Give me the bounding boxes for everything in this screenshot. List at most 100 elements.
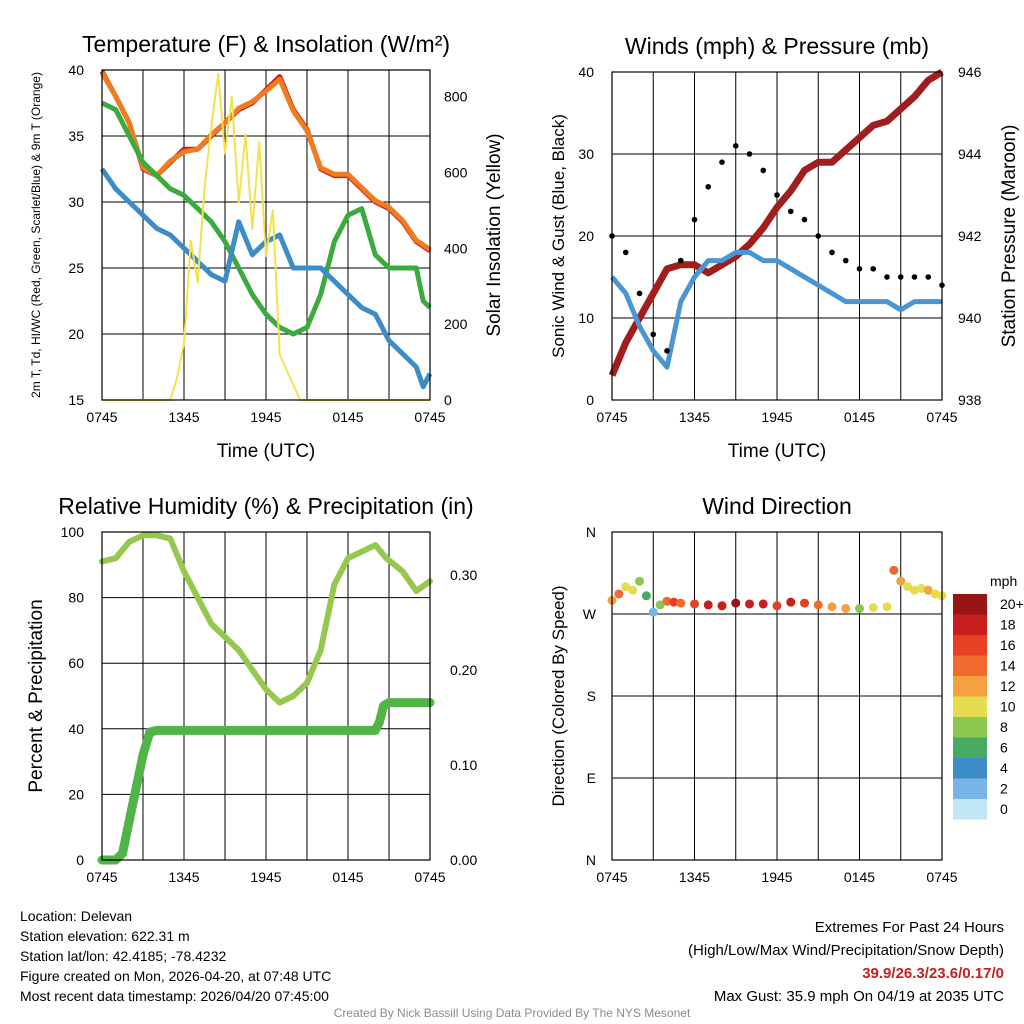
humidity-title: Relative Humidity (%) & Precipitation (i… bbox=[58, 493, 473, 519]
winds-xtick-label: 0145 bbox=[844, 409, 875, 425]
direction-point bbox=[896, 576, 906, 586]
temperature-series-line bbox=[100, 100, 432, 337]
temperature-xlabel: Time (UTC) bbox=[217, 441, 316, 462]
winds-y2tick-label: 940 bbox=[958, 310, 982, 326]
winds-title: Winds (mph) & Pressure (mb) bbox=[625, 33, 929, 59]
legend-title: mph bbox=[990, 573, 1017, 589]
direction-ytick-label: N bbox=[586, 852, 596, 868]
legend-label: 20+ bbox=[1000, 596, 1024, 612]
winds-gust-point bbox=[829, 249, 835, 256]
direction-point bbox=[628, 585, 638, 595]
direction-point bbox=[772, 601, 782, 611]
direction-point bbox=[690, 599, 699, 609]
direction-point bbox=[703, 600, 713, 610]
winds-gust-point bbox=[691, 216, 698, 223]
legend-swatch bbox=[953, 717, 987, 738]
temperature-y2label: Solar Insolation (Yellow) bbox=[484, 133, 505, 336]
direction-point bbox=[841, 604, 851, 614]
winds-xtick-label: 0745 bbox=[926, 409, 957, 425]
humidity-xtick-label: 0745 bbox=[86, 869, 117, 885]
winds-series-line bbox=[610, 249, 942, 370]
winds-frame bbox=[611, 71, 943, 401]
direction-point bbox=[882, 602, 892, 612]
direction-point bbox=[827, 602, 837, 612]
temperature-y2tick-label: 0 bbox=[444, 392, 452, 408]
humidity-xtick-label: 0145 bbox=[332, 869, 363, 885]
legend-swatch bbox=[953, 676, 987, 697]
winds-ytick-label: 40 bbox=[578, 64, 594, 80]
winds-gust-point bbox=[650, 331, 657, 338]
location-text: Location: Delevan bbox=[20, 908, 133, 924]
direction-point bbox=[641, 591, 651, 601]
winds-gust-point bbox=[870, 266, 877, 272]
legend-swatch bbox=[953, 778, 987, 799]
direction-xtick-label: 0745 bbox=[596, 869, 627, 885]
legend-label: 10 bbox=[1000, 699, 1016, 715]
winds-gust-point bbox=[677, 257, 684, 264]
winds-gust-point bbox=[622, 249, 629, 256]
humidity-y2tick-label: 0.20 bbox=[450, 662, 477, 678]
direction-xtick-label: 0145 bbox=[844, 869, 875, 885]
winds-ytick-label: 0 bbox=[586, 392, 594, 408]
humidity-xtick-label: 0745 bbox=[414, 869, 445, 885]
direction-point bbox=[662, 596, 672, 606]
temperature-xtick-label: 1345 bbox=[168, 409, 199, 425]
temperature-ytick-label: 35 bbox=[68, 128, 84, 144]
direction-title: Wind Direction bbox=[702, 493, 852, 519]
temperature-series-line bbox=[99, 167, 433, 390]
winds-y2tick-label: 942 bbox=[958, 228, 982, 244]
winds-xtick-label: 1945 bbox=[761, 409, 792, 425]
legend-swatch bbox=[953, 594, 987, 615]
credit-text: Created By Nick Bassill Using Data Provi… bbox=[333, 1006, 691, 1020]
winds-gust-point bbox=[719, 159, 725, 165]
winds-ytick-label: 20 bbox=[578, 228, 594, 244]
legend-label: 0 bbox=[1000, 801, 1008, 817]
winds-y2tick-label: 938 bbox=[958, 392, 982, 408]
humidity-ylabel: Percent & Precipitation bbox=[26, 599, 47, 792]
winds-gust-point bbox=[856, 266, 863, 272]
winds-y2tick-label: 946 bbox=[958, 64, 982, 80]
winds-ylabel: Sonic Wind & Gust (Blue, Black) bbox=[549, 114, 568, 358]
latlon-text: Station lat/lon: 42.4185; -78.4232 bbox=[20, 948, 227, 964]
temperature-y2tick-label: 200 bbox=[444, 316, 468, 332]
winds-gust-point bbox=[925, 274, 932, 280]
max-gust-text: Max Gust: 35.9 mph On 04/19 at 2035 UTC bbox=[713, 988, 1004, 1005]
winds-gust-point bbox=[897, 274, 904, 280]
winds-ytick-label: 10 bbox=[578, 310, 594, 326]
temperature-xtick-label: 0745 bbox=[86, 409, 117, 425]
direction-point bbox=[930, 589, 940, 599]
legend-label: 6 bbox=[1000, 740, 1008, 756]
winds-gust-point bbox=[815, 233, 822, 239]
legend-swatch bbox=[953, 696, 987, 717]
winds-y2tick-label: 944 bbox=[958, 146, 982, 162]
direction-point bbox=[655, 600, 665, 610]
humidity-frame bbox=[101, 531, 431, 861]
winds-gust-point bbox=[705, 184, 712, 190]
winds-gust-point bbox=[760, 167, 767, 174]
direction-point bbox=[717, 601, 727, 611]
humidity-ytick-label: 20 bbox=[68, 786, 84, 802]
temperature-title: Temperature (F) & Insolation (W/m²) bbox=[82, 31, 450, 57]
humidity-ytick-label: 40 bbox=[68, 721, 84, 737]
humidity-ytick-label: 80 bbox=[68, 590, 84, 606]
extremes-values: 39.9/26.3/23.6/0.17/0 bbox=[862, 965, 1004, 982]
winds-gust-point bbox=[801, 216, 808, 223]
direction-panel: 0745 1345 1945 0145 0745 Wind Direction N E S W N D… bbox=[549, 493, 1024, 885]
legend-label: 14 bbox=[1000, 658, 1016, 674]
direction-point bbox=[621, 582, 631, 592]
direction-point bbox=[614, 589, 624, 599]
legend-label: 12 bbox=[1000, 678, 1016, 694]
winds-gust-point bbox=[911, 274, 918, 280]
legend-label: 18 bbox=[1000, 617, 1016, 633]
legend-swatch bbox=[953, 635, 987, 656]
humidity-ytick-label: 100 bbox=[61, 524, 85, 540]
winds-gust-point bbox=[732, 143, 739, 149]
direction-point bbox=[903, 582, 913, 592]
humidity-xtick-label: 1345 bbox=[168, 869, 199, 885]
direction-point bbox=[923, 585, 933, 595]
winds-ytick-label: 30 bbox=[578, 146, 594, 162]
temperature-ylabel: 2m T, Td, HI/WC (Red, Green, Scarlet/Blu… bbox=[29, 72, 43, 398]
direction-ytick-label: W bbox=[583, 606, 597, 622]
temperature-xtick-label: 0145 bbox=[332, 409, 363, 425]
